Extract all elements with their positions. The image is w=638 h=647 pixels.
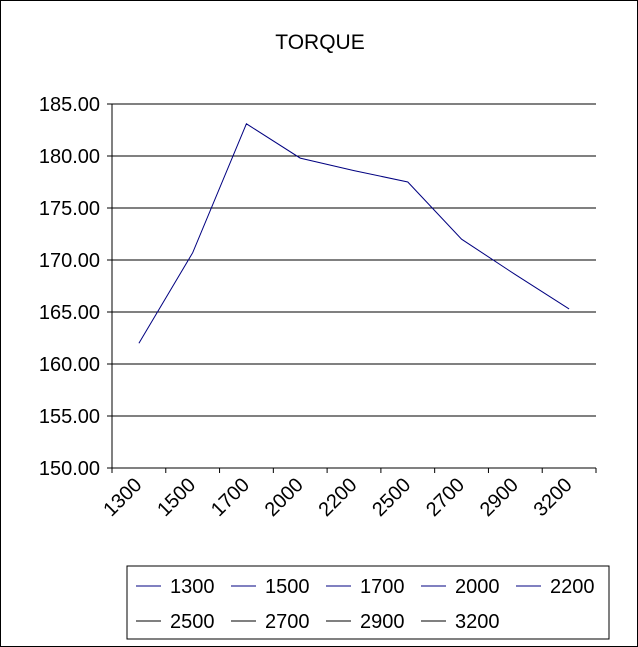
y-tick-label: 175.00 (39, 198, 100, 220)
x-tick-label: 2000 (261, 474, 308, 521)
legend: 1300 1500 1700 2000 2200 2500 2700 2900 3200 (126, 565, 610, 640)
y-tick-label: 160.00 (39, 354, 100, 376)
y-tick-label: 170.00 (39, 250, 100, 272)
chart-title: TORQUE (275, 31, 364, 54)
y-tick-label: 165.00 (39, 302, 100, 324)
x-tick-label: 2500 (368, 474, 415, 521)
series-line (138, 123, 570, 344)
axes (107, 103, 597, 473)
legend-entry-label: 3200 (455, 611, 500, 633)
y-tick-label: 155.00 (39, 406, 100, 428)
y-tick-label: 150.00 (39, 458, 100, 480)
gridlines (112, 103, 596, 417)
x-tick-label: 2700 (422, 474, 469, 521)
x-tick-label: 3200 (530, 474, 577, 521)
legend-entry-label: 2900 (360, 611, 405, 633)
legend-entry-label: 2000 (455, 576, 500, 598)
legend-entry-label: 1700 (360, 576, 405, 598)
x-tick-label: 1700 (207, 474, 254, 521)
x-axis-tick-labels: 1300 1500 1700 2000 2200 2500 2700 2900 3200 (99, 474, 576, 521)
legend-entry-label: 1500 (265, 576, 310, 598)
legend-entry-label: 2200 (550, 576, 595, 598)
y-tick-label: 180.00 (39, 146, 100, 168)
legend-entry-label: 2700 (265, 611, 310, 633)
x-tick-label: 1300 (99, 474, 146, 521)
legend-box (126, 565, 610, 640)
x-tick-label: 2200 (315, 474, 362, 521)
x-tick-label: 2900 (476, 474, 523, 521)
legend-entry-label: 2500 (170, 611, 215, 633)
legend-entry-label: 1300 (170, 576, 215, 598)
x-tick-label: 1500 (153, 474, 200, 521)
series-lines (138, 123, 570, 344)
y-tick-label: 185.00 (39, 94, 100, 116)
y-axis-tick-labels: 150.00 155.00 160.00 165.00 170.00 175.00 180.… (39, 94, 100, 480)
